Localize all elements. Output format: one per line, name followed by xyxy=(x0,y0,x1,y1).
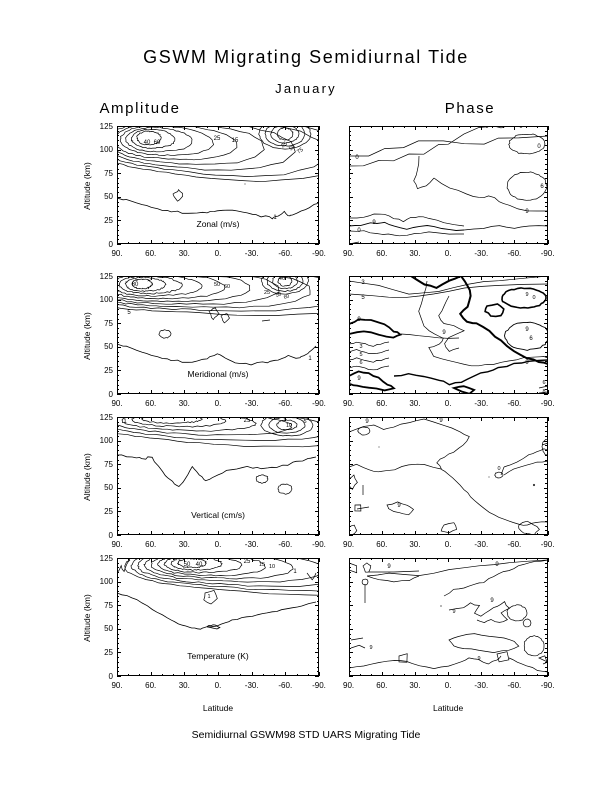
svg-text:9: 9 xyxy=(397,503,401,509)
svg-text:50: 50 xyxy=(214,282,220,288)
svg-text:75: 75 xyxy=(296,147,304,155)
svg-text:9: 9 xyxy=(525,292,528,298)
svg-text:15: 15 xyxy=(232,138,239,144)
svg-text:5: 5 xyxy=(127,310,131,316)
svg-text:9: 9 xyxy=(387,564,391,570)
svg-text:25: 25 xyxy=(244,418,251,424)
svg-text:1: 1 xyxy=(207,594,210,600)
svg-text:9: 9 xyxy=(525,327,529,333)
svg-text:9: 9 xyxy=(357,376,361,382)
svg-text:9: 9 xyxy=(439,418,443,424)
svg-text:9: 9 xyxy=(495,562,499,568)
svg-text:40: 40 xyxy=(196,562,203,568)
svg-text:1: 1 xyxy=(293,569,297,575)
svg-text:15: 15 xyxy=(259,562,265,568)
svg-text:25: 25 xyxy=(244,559,251,565)
svg-text:60: 60 xyxy=(283,293,290,301)
svg-text:50: 50 xyxy=(275,291,282,299)
svg-text:3: 3 xyxy=(359,344,362,350)
svg-text:9: 9 xyxy=(365,419,369,425)
svg-text:60: 60 xyxy=(154,140,161,146)
svg-text:9: 9 xyxy=(477,656,480,662)
svg-text:10: 10 xyxy=(269,564,275,570)
svg-text:9: 9 xyxy=(452,609,455,615)
svg-text:6: 6 xyxy=(540,184,544,190)
svg-text:60: 60 xyxy=(224,284,230,290)
svg-text:80: 80 xyxy=(132,282,139,288)
svg-text:9: 9 xyxy=(525,209,529,215)
svg-text:0: 0 xyxy=(537,144,541,150)
svg-text:9: 9 xyxy=(369,645,372,651)
svg-text:5: 5 xyxy=(303,419,306,425)
svg-text:3: 3 xyxy=(361,280,365,286)
svg-text:25: 25 xyxy=(214,136,221,142)
svg-text:6: 6 xyxy=(529,336,533,342)
svg-text:40: 40 xyxy=(279,276,286,282)
svg-text:40: 40 xyxy=(144,140,151,146)
svg-text:1: 1 xyxy=(308,356,312,362)
svg-text:25: 25 xyxy=(264,290,270,296)
svg-text:0: 0 xyxy=(532,295,535,301)
svg-text:6: 6 xyxy=(359,360,362,366)
svg-text:9: 9 xyxy=(490,598,494,604)
svg-text:5: 5 xyxy=(359,352,362,358)
svg-text:5: 5 xyxy=(361,295,365,301)
svg-text:8: 8 xyxy=(542,389,545,394)
svg-text:50: 50 xyxy=(184,562,191,568)
svg-text:9: 9 xyxy=(519,126,523,130)
svg-text:10: 10 xyxy=(286,423,292,429)
svg-text:6: 6 xyxy=(542,380,545,386)
svg-text:0: 0 xyxy=(497,466,500,472)
svg-text:9: 9 xyxy=(442,330,446,336)
